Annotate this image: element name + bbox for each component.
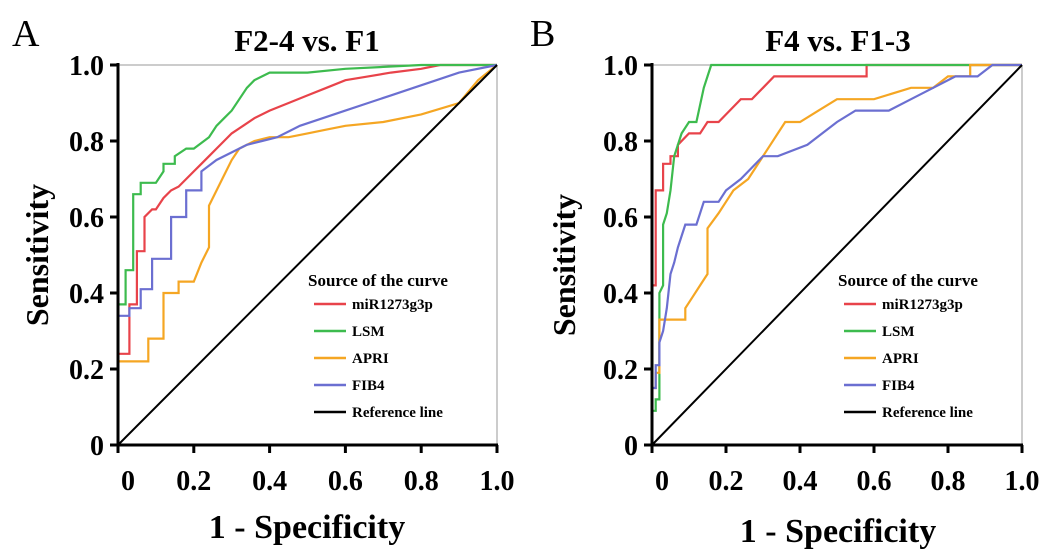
panel-a: A F2-4 vs. F1 Sensitivity 1 - Specificit… bbox=[12, 13, 515, 546]
y-tick-label: 0 bbox=[624, 431, 638, 462]
y-tick-label: 0 bbox=[90, 431, 104, 462]
roc-curve-apri bbox=[650, 63, 1022, 445]
y-tick-label: 1.0 bbox=[69, 51, 104, 82]
roc-curve-reference-line bbox=[651, 64, 1023, 446]
x-tick-label: 0 bbox=[121, 466, 135, 497]
panel-b: B F4 vs. F1-3 Sensitivity 1 - Specificit… bbox=[530, 13, 1040, 550]
legend-item-fib4: FIB4 bbox=[882, 378, 915, 394]
legend-item-apri: APRI bbox=[882, 351, 919, 367]
x-tick-label: 0.8 bbox=[404, 466, 439, 497]
chart-title-b: F4 vs. F1-3 bbox=[765, 23, 911, 58]
y-tick-label: 0.6 bbox=[69, 203, 104, 234]
x-tick-label: 0.6 bbox=[857, 466, 892, 497]
x-tick-label: 0.4 bbox=[783, 466, 818, 497]
legend-item-mir1273g3p: miR1273g3p bbox=[352, 297, 433, 313]
x-tick-label: 0.2 bbox=[176, 466, 211, 497]
panel-letter-b: B bbox=[530, 13, 555, 55]
plot-area-b: 0 0.2 0.4 0.6 0.8 1.0 0 0.2 0.4 0.6 0.8 1.0 bbox=[603, 51, 1040, 497]
y-tick-label: 0.8 bbox=[603, 127, 638, 158]
y-tick-label: 0.4 bbox=[69, 279, 104, 310]
y-tick-label: 0.2 bbox=[69, 355, 104, 386]
y-tick-label: 0.4 bbox=[603, 279, 638, 310]
legend-item-mir1273g3p: miR1273g3p bbox=[882, 297, 963, 313]
x-tick-label: 1.0 bbox=[480, 466, 515, 497]
x-axis-label-b: 1 - Specificity bbox=[740, 513, 936, 550]
legend-item-reference-line: Reference line bbox=[352, 405, 443, 421]
legend-title: Source of the curve bbox=[308, 271, 448, 290]
roc-curve-fib4 bbox=[116, 63, 498, 445]
y-axis-label-a: Sensitivity bbox=[19, 184, 55, 326]
legend-a: Source of the curve miR1273g3p LSM APRI FIB4… bbox=[308, 271, 448, 421]
x-tick-label: 0.2 bbox=[709, 466, 744, 497]
chart-title-a: F2-4 vs. F1 bbox=[234, 23, 380, 58]
legend-item-lsm: LSM bbox=[352, 324, 385, 340]
legend-item-reference-line: Reference line bbox=[882, 405, 973, 421]
x-tick-label: 0.8 bbox=[931, 466, 966, 497]
roc-curve-apri bbox=[116, 64, 498, 445]
roc-curve-mir1273g3p bbox=[650, 63, 1022, 445]
roc-curve-lsm bbox=[650, 63, 1022, 445]
x-tick-label: 1.0 bbox=[1005, 466, 1040, 497]
y-tick-label: 0.6 bbox=[603, 203, 638, 234]
x-axis-label-a: 1 - Specificity bbox=[209, 509, 405, 546]
legend-item-fib4: FIB4 bbox=[352, 378, 385, 394]
panel-letter-a: A bbox=[12, 13, 40, 55]
y-tick-label: 0.2 bbox=[603, 355, 638, 386]
x-tick-label: 0 bbox=[655, 466, 669, 497]
x-tick-label: 0.4 bbox=[252, 466, 287, 497]
roc-curve-reference-line bbox=[117, 64, 498, 446]
x-tick-label: 0.6 bbox=[328, 466, 363, 497]
roc-curve-lsm bbox=[116, 63, 497, 445]
roc-curve-fib4 bbox=[650, 63, 1022, 445]
legend-item-lsm: LSM bbox=[882, 324, 915, 340]
legend-title: Source of the curve bbox=[838, 271, 978, 290]
plot-area-a: 0 0.2 0.4 0.6 0.8 1.0 0 0.2 0.4 0.6 0.8 1.0 bbox=[69, 51, 515, 497]
y-axis-label-b: Sensitivity bbox=[546, 194, 582, 336]
legend-item-apri: APRI bbox=[352, 351, 389, 367]
roc-curve-mir1273g3p bbox=[116, 63, 497, 445]
y-tick-label: 1.0 bbox=[603, 51, 638, 82]
legend-b: Source of the curve miR1273g3p LSM APRI FIB4… bbox=[838, 271, 978, 421]
y-tick-label: 0.8 bbox=[69, 127, 104, 158]
